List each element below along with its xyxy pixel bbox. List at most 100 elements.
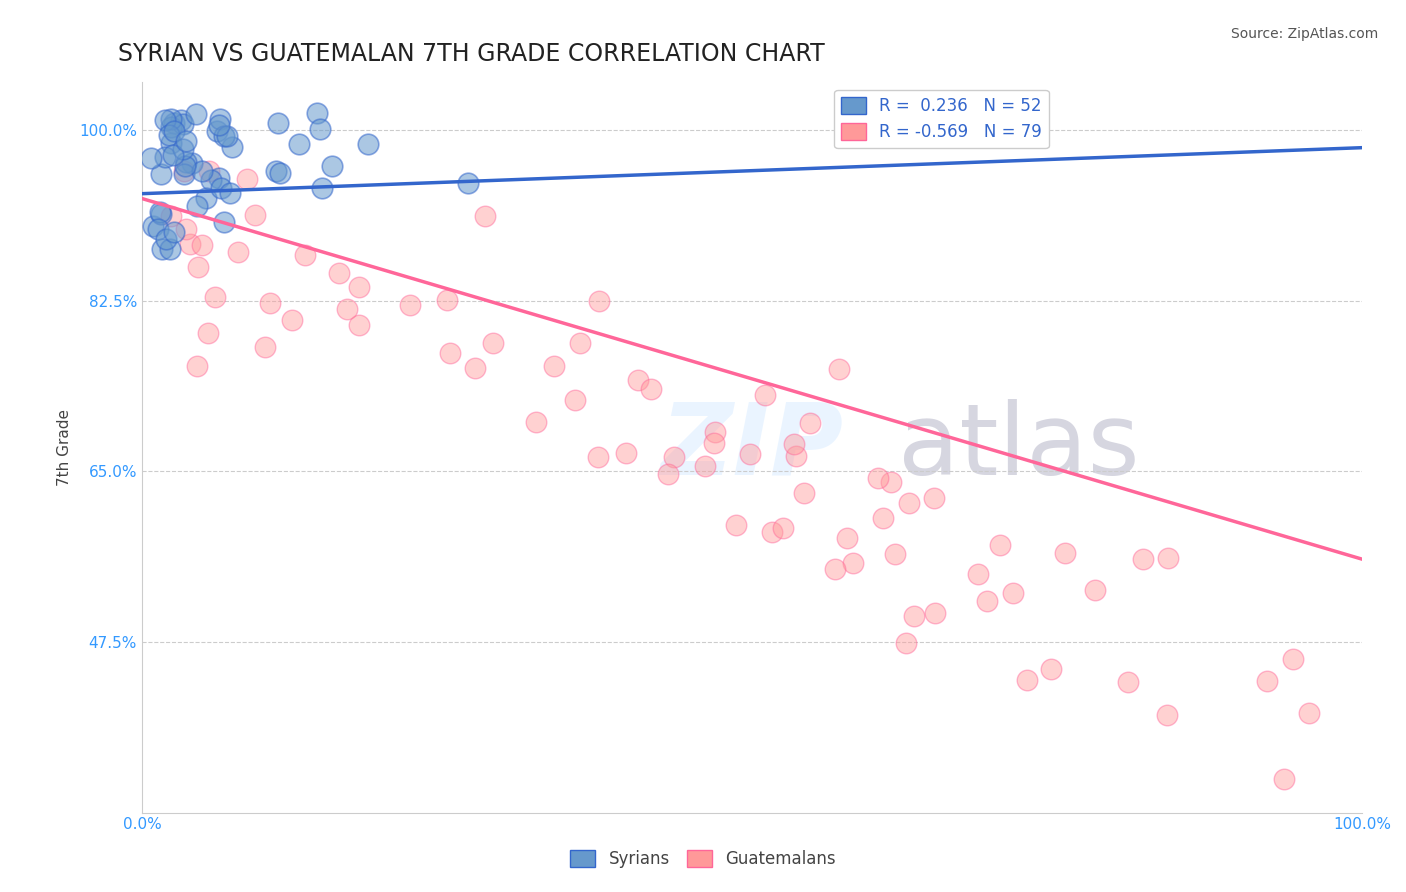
Point — [924, 606, 946, 620]
Point — [236, 172, 259, 186]
Point — [842, 557, 865, 571]
Point — [897, 496, 920, 510]
Text: atlas: atlas — [898, 399, 1140, 496]
Point — [347, 280, 370, 294]
Point — [695, 459, 717, 474]
Point — [1116, 674, 1139, 689]
Point — [150, 242, 173, 256]
Point — [588, 293, 610, 308]
Point — [436, 293, 458, 307]
Point — [153, 150, 176, 164]
Point — [1272, 772, 1295, 786]
Point — [872, 511, 894, 525]
Point — [657, 467, 679, 481]
Point — [155, 231, 177, 245]
Point — [269, 165, 291, 179]
Point — [148, 222, 170, 236]
Point — [482, 336, 505, 351]
Point — [894, 635, 917, 649]
Point — [988, 538, 1011, 552]
Point — [837, 531, 859, 545]
Point — [195, 190, 218, 204]
Point — [204, 290, 226, 304]
Point — [179, 236, 201, 251]
Point — [543, 359, 565, 373]
Point — [903, 609, 925, 624]
Legend: R =  0.236   N = 52, R = -0.569   N = 79: R = 0.236 N = 52, R = -0.569 N = 79 — [834, 90, 1049, 148]
Point — [205, 123, 228, 137]
Point — [173, 167, 195, 181]
Point — [586, 450, 609, 465]
Point — [976, 594, 998, 608]
Point — [197, 164, 219, 178]
Point — [922, 491, 945, 505]
Point — [724, 518, 747, 533]
Point — [1017, 673, 1039, 688]
Point — [761, 525, 783, 540]
Text: Source: ZipAtlas.com: Source: ZipAtlas.com — [1230, 27, 1378, 41]
Point — [785, 449, 807, 463]
Point — [173, 159, 195, 173]
Point — [162, 148, 184, 162]
Point — [704, 425, 727, 439]
Point — [153, 113, 176, 128]
Point — [627, 373, 650, 387]
Point — [311, 181, 333, 195]
Point — [966, 567, 988, 582]
Point — [824, 562, 846, 576]
Point — [783, 437, 806, 451]
Point — [738, 447, 761, 461]
Point — [474, 210, 496, 224]
Point — [259, 296, 281, 310]
Point — [1040, 662, 1063, 676]
Point — [172, 142, 194, 156]
Point — [1054, 546, 1077, 560]
Point — [209, 181, 232, 195]
Point — [1282, 651, 1305, 665]
Point — [827, 361, 849, 376]
Point — [880, 475, 903, 489]
Text: SYRIAN VS GUATEMALAN 7TH GRADE CORRELATION CHART: SYRIAN VS GUATEMALAN 7TH GRADE CORRELATI… — [118, 42, 824, 66]
Point — [159, 242, 181, 256]
Point — [160, 209, 183, 223]
Point — [160, 136, 183, 150]
Point — [287, 136, 309, 151]
Point — [754, 388, 776, 402]
Point — [150, 207, 173, 221]
Point — [186, 199, 208, 213]
Point — [662, 450, 685, 464]
Point — [181, 156, 204, 170]
Point — [868, 471, 890, 485]
Point — [457, 176, 479, 190]
Point — [186, 107, 208, 121]
Point — [212, 128, 235, 143]
Point — [191, 238, 214, 252]
Point — [640, 382, 662, 396]
Legend: Syrians, Guatemalans: Syrians, Guatemalans — [564, 843, 842, 875]
Point — [883, 547, 905, 561]
Point — [174, 154, 197, 169]
Point — [464, 361, 486, 376]
Point — [208, 171, 231, 186]
Point — [524, 415, 547, 429]
Point — [1156, 707, 1178, 722]
Point — [1298, 706, 1320, 720]
Point — [212, 215, 235, 229]
Point — [336, 302, 359, 317]
Point — [226, 244, 249, 259]
Point — [157, 128, 180, 143]
Point — [141, 219, 163, 234]
Point — [163, 116, 186, 130]
Point — [149, 205, 172, 219]
Point — [174, 134, 197, 148]
Point — [1132, 552, 1154, 566]
Point — [174, 221, 197, 235]
Point — [1084, 582, 1107, 597]
Point — [163, 225, 186, 239]
Point — [564, 392, 586, 407]
Point — [309, 121, 332, 136]
Point — [1256, 673, 1278, 688]
Point — [264, 163, 287, 178]
Point — [799, 416, 821, 430]
Point — [187, 260, 209, 274]
